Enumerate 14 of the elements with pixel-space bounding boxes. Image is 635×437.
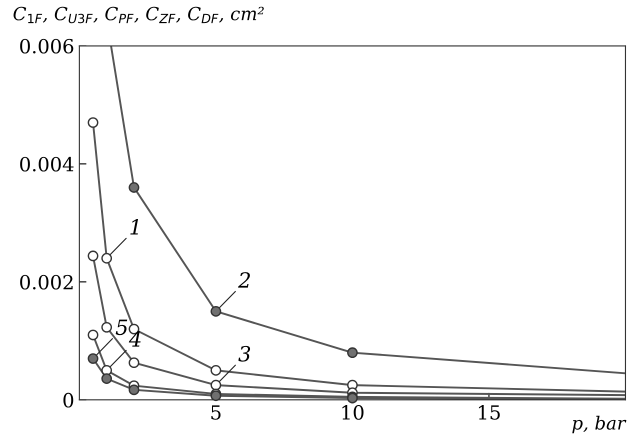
y-tick-label: 0 [63, 392, 74, 408]
annotation: 1 [130, 219, 138, 234]
annotation: 3 [238, 346, 250, 362]
x-tick-label: 10 [342, 405, 364, 420]
x-tick-label: 15 [478, 405, 500, 420]
y-tick-label: 0.006 [20, 38, 74, 54]
text: C$_{1F}$, C$_{U3F}$, C$_{PF}$, C$_{ZF}$, C$_{DF}$, cm² [14, 6, 264, 24]
x-tick-label: 5 [211, 405, 221, 420]
annotation: 2 [238, 272, 250, 288]
annotation: 4 [128, 331, 141, 347]
x-axis-title: p, bar [572, 416, 626, 434]
y-tick-label: 0.004 [20, 156, 74, 172]
y-tick-label: 0.002 [20, 274, 73, 290]
annotation: 5 [116, 320, 128, 336]
